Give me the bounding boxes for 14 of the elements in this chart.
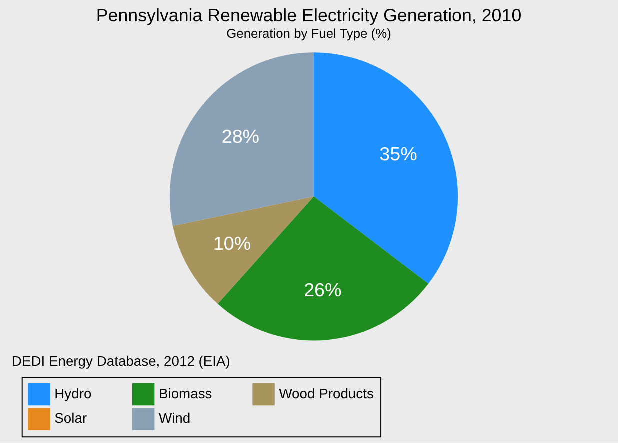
chart-subtitle: Generation by Fuel Type (%) [226,26,392,42]
legend-label: Biomass [158,386,212,402]
text: DEDI Energy Database, 2012 (EIA) [12,353,230,370]
legend-label: Wood Products [279,386,374,402]
legend-label: Solar [54,410,88,426]
data-label: 26% [304,280,342,301]
data-label: 35% [380,144,418,165]
chart-title: Pennsylvania Renewable Electricity Generation, 2010 [96,5,522,26]
pie-slice [314,52,458,284]
pie-slice [170,52,314,226]
data-label: 10% [213,232,252,254]
data-label: 28% [222,126,260,148]
legend-label: Wind [158,410,191,426]
legend-label: Hydro [54,386,92,402]
